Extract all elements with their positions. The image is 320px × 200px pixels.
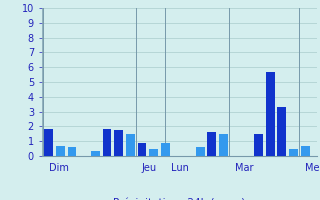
Text: Mer: Mer (305, 163, 320, 173)
Bar (196, 147, 204, 156)
Bar (219, 134, 228, 156)
Bar (254, 134, 263, 156)
Bar (91, 151, 100, 156)
Bar (277, 107, 286, 156)
Bar (266, 72, 275, 156)
Text: Mar: Mar (235, 163, 254, 173)
Bar (289, 149, 298, 156)
Bar (301, 146, 309, 156)
Text: Jeu: Jeu (142, 163, 157, 173)
Bar (126, 134, 135, 156)
Text: Dim: Dim (49, 163, 68, 173)
Bar (114, 130, 123, 156)
Bar (207, 132, 216, 156)
Text: Lun: Lun (171, 163, 189, 173)
Bar (68, 147, 76, 156)
Bar (102, 129, 111, 156)
Bar (161, 143, 170, 156)
Bar (149, 149, 158, 156)
Bar (44, 129, 53, 156)
Bar (56, 146, 65, 156)
Text: Précipitations 24h ( mm ): Précipitations 24h ( mm ) (113, 197, 245, 200)
Bar (138, 143, 146, 156)
